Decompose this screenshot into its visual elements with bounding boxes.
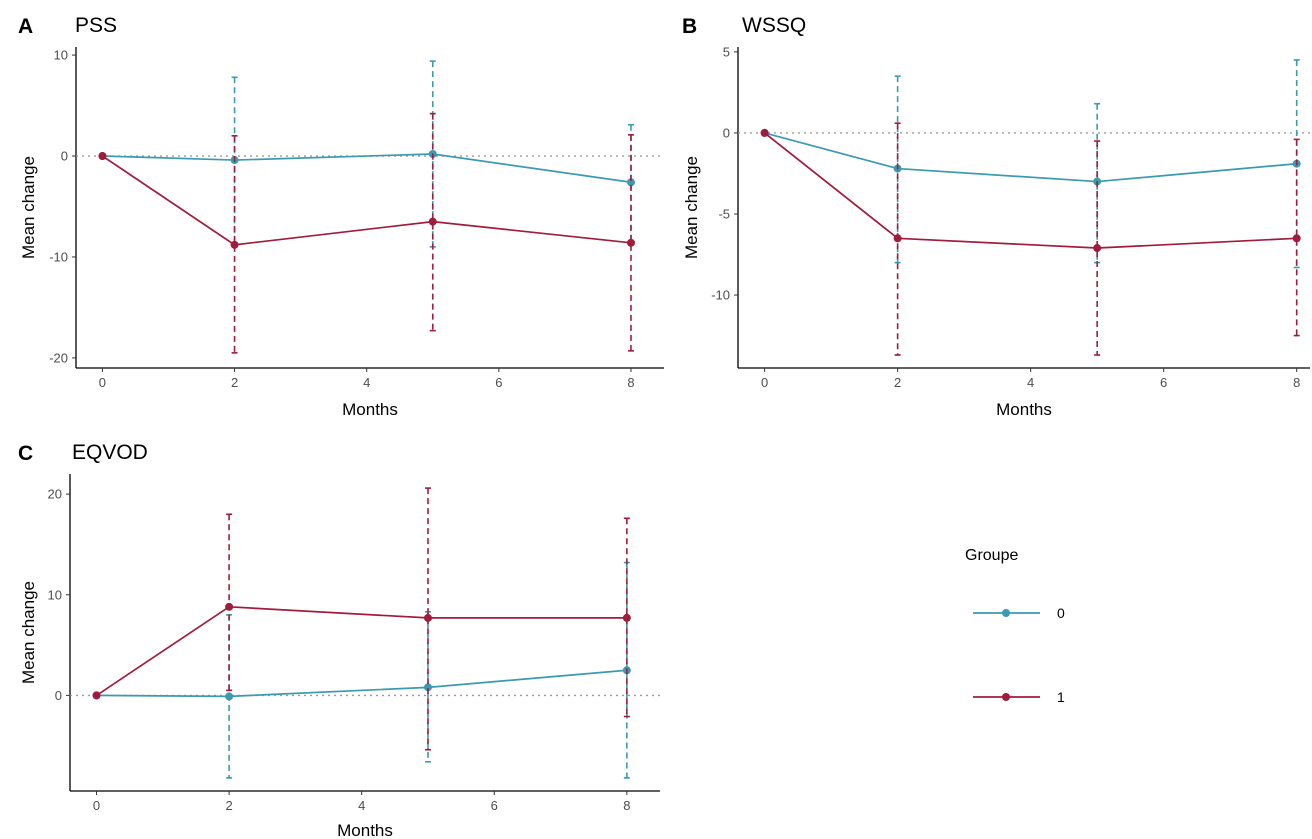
panel-letter: B <box>682 15 697 38</box>
series-line-1 <box>96 605 627 697</box>
data-point <box>760 128 769 137</box>
legend-label: 0 <box>1057 605 1065 621</box>
series-line-1 <box>101 155 632 246</box>
data-point <box>98 152 107 161</box>
legend-entry-0: 0 <box>973 605 1065 621</box>
x-tick-label: 6 <box>1160 375 1167 390</box>
x-tick-label: 2 <box>231 375 238 390</box>
data-point <box>230 240 239 249</box>
data-point <box>626 178 635 187</box>
x-tick-label: 2 <box>894 375 901 390</box>
series-group-0 <box>760 59 1301 269</box>
x-axis-title: Months <box>342 400 398 419</box>
data-point <box>225 692 234 701</box>
panel-title: EQVOD <box>72 441 148 464</box>
x-tick-label: 2 <box>225 798 232 813</box>
series-line-0 <box>96 669 627 698</box>
y-tick-label: 5 <box>723 44 730 59</box>
data-point <box>423 613 432 622</box>
x-tick-label: 8 <box>627 375 634 390</box>
data-point <box>428 217 437 226</box>
y-tick-label: 0 <box>61 149 68 164</box>
x-axis-title: Months <box>996 400 1052 419</box>
legend: Groupe 0 1 <box>965 547 1065 705</box>
legend-key-point <box>1002 693 1010 701</box>
x-tick-label: 0 <box>93 798 100 813</box>
x-tick-label: 8 <box>623 798 630 813</box>
legend-key-point <box>1002 609 1010 617</box>
series-group-1 <box>92 487 631 751</box>
y-tick-label: 0 <box>55 688 62 703</box>
y-tick-label: 20 <box>48 487 62 502</box>
data-point <box>1292 234 1301 243</box>
data-point <box>893 234 902 243</box>
series-group-0 <box>92 561 631 779</box>
panel-b: B WSSQ 5 0 -5 -10 0 2 4 6 8 Mean change Months <box>682 14 1310 419</box>
x-tick-label: 0 <box>99 375 106 390</box>
panel-letter: A <box>18 15 33 38</box>
data-point <box>626 238 635 247</box>
x-tick-label: 8 <box>1293 375 1300 390</box>
series-line-1 <box>764 132 1297 249</box>
y-axis-title: Mean change <box>19 581 38 684</box>
y-axis-title: Mean change <box>19 156 38 259</box>
data-point <box>92 691 101 700</box>
x-tick-label: 0 <box>761 375 768 390</box>
legend-title: Groupe <box>965 547 1018 564</box>
series-group-1 <box>98 112 635 354</box>
series-group-1 <box>760 122 1301 356</box>
panel-a: A PSS 10 0 -10 -20 0 2 4 6 8 Mean change Months <box>18 14 664 419</box>
panel-letter: C <box>18 442 33 465</box>
series-group-0 <box>98 60 635 248</box>
data-point <box>225 602 234 611</box>
y-tick-label: -10 <box>711 288 730 303</box>
x-axis-title: Months <box>337 821 393 839</box>
x-tick-label: 4 <box>363 375 370 390</box>
y-tick-label: 0 <box>723 125 730 140</box>
series-line-0 <box>102 153 632 184</box>
series-line-0 <box>764 132 1297 183</box>
data-point <box>1093 244 1102 253</box>
data-point <box>423 683 432 692</box>
x-tick-label: 6 <box>491 798 498 813</box>
x-tick-label: 4 <box>358 798 365 813</box>
y-tick-label: 10 <box>54 48 68 63</box>
y-tick-label: 10 <box>48 587 62 602</box>
panel-title: WSSQ <box>742 14 806 37</box>
legend-label: 1 <box>1057 689 1065 705</box>
y-axis-title: Mean change <box>682 156 701 259</box>
legend-entry-1: 1 <box>973 689 1065 705</box>
y-tick-label: -10 <box>49 249 68 264</box>
x-tick-label: 4 <box>1027 375 1034 390</box>
y-tick-label: -20 <box>49 350 68 365</box>
y-tick-label: -5 <box>718 206 730 221</box>
panel-c: C EQVOD 20 10 0 0 2 4 6 8 Mean change Months <box>18 441 660 839</box>
data-point <box>622 613 631 622</box>
panel-title: PSS <box>75 14 117 37</box>
x-tick-label: 6 <box>495 375 502 390</box>
